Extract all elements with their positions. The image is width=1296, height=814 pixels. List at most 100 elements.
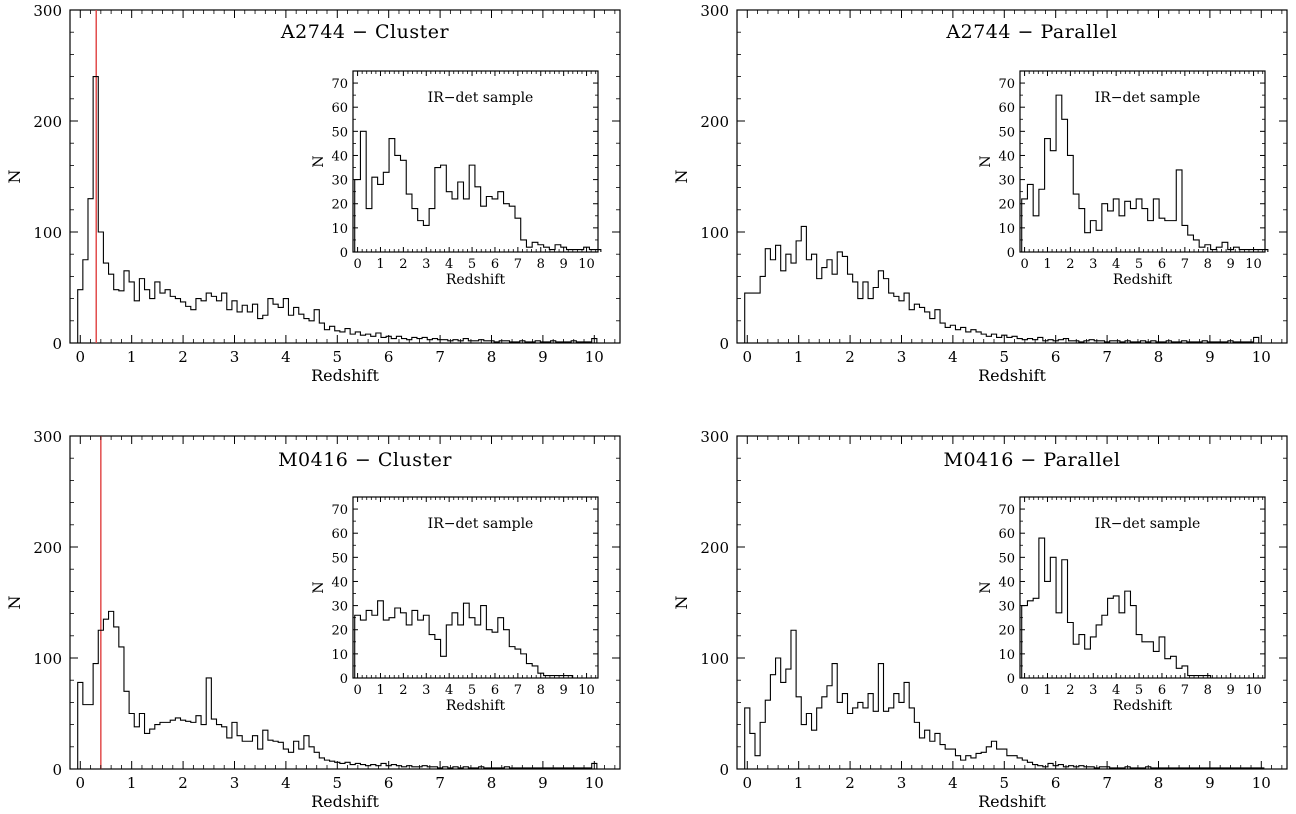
panel-1-inset-xtick-label: 1: [376, 257, 384, 272]
panel-2-bin: [858, 299, 863, 343]
panel-3-inset-title: IR−det sample: [428, 516, 534, 532]
panel-1-bin: [273, 304, 278, 343]
panel-4-ytick-label: 200: [700, 539, 729, 557]
panel-1-xtick-label: 6: [384, 348, 394, 366]
panel-1-inset-bin: [452, 199, 458, 252]
panel-2-inset-bin: [1234, 247, 1240, 252]
panel-2-ytick-label: 100: [700, 224, 729, 242]
panel-2-bin: [1007, 337, 1012, 343]
panel-3-inset-xtick-label: 8: [537, 683, 545, 698]
panel-1-bin: [474, 341, 479, 343]
panel-4-title: M0416 − Parallel: [944, 449, 1121, 471]
panel-3-inset-bin: [486, 630, 492, 678]
panel-1-xtick-label: 2: [178, 348, 188, 366]
panel-4-inset-xtick-label: 4: [1112, 683, 1120, 698]
panel-1-bin: [134, 301, 139, 343]
panel-1-bin: [453, 340, 458, 343]
panel-4-ytick-label: 100: [700, 650, 729, 668]
panel-3-inset-xtick-label: 2: [399, 683, 407, 698]
panel-2-bin: [1243, 342, 1248, 343]
panel-4-inset-bin: [1079, 635, 1085, 678]
panel-1-inset-xtick-label: 0: [353, 257, 361, 272]
panel-4-bin: [791, 630, 796, 769]
panel-4-bin: [796, 697, 801, 769]
panel-3-ytick-label: 200: [33, 539, 62, 557]
panel-4-inset-bin: [1045, 581, 1051, 678]
panel-2-inset-bin: [1148, 221, 1154, 252]
panel-3-inset-bin: [423, 615, 429, 678]
panel-4-bin: [1099, 767, 1104, 769]
panel-3-inset-ylabel: N: [311, 581, 327, 593]
panel-2-inset-bin: [1085, 233, 1091, 252]
panel-1-xtick-label: 10: [585, 348, 604, 366]
panel-2-inset-xtick-label: 6: [1158, 257, 1166, 272]
panel-2-bin: [842, 256, 847, 343]
panel-1-bin: [330, 326, 335, 343]
panel-2-bin: [955, 330, 960, 343]
panel-3-bin: [474, 768, 479, 769]
panel-4-inset-xlabel: Redshift: [1113, 698, 1173, 714]
panel-2-inset-bin: [1056, 95, 1062, 252]
panel-1-inset-bin: [395, 155, 401, 252]
panel-4-inset-xtick-label: 10: [1245, 683, 1262, 698]
panel-1-inset-panel: 0 1 2 3 4 5 6 7 8 9 10010203040506070RedshiftNIR−d…: [311, 70, 602, 288]
panel-4-bin: [863, 708, 868, 769]
panel-3-inset-bin: [435, 639, 441, 678]
panel-2-inset-ytick-label: 0: [1007, 246, 1015, 261]
panel-1-inset-bin: [383, 172, 389, 252]
panel-3-bin: [443, 767, 448, 769]
panel-1-inset-bin: [509, 206, 515, 252]
panel-3-bin: [114, 627, 119, 769]
panel-4-xtick-label: 8: [1154, 774, 1164, 792]
panel-2-bin: [894, 296, 899, 343]
panel-2-inset-bin: [1176, 170, 1182, 252]
panel-3-axes-frame: [69, 435, 621, 770]
panel-1-inset-bin: [521, 240, 527, 252]
panel-2-inset-bin: [1096, 230, 1102, 252]
panel-2-bin: [1202, 341, 1207, 343]
panel-3-xtick-label: 2: [178, 774, 188, 792]
panel-3-xtick-label: 3: [230, 774, 240, 792]
panel-1-inset-xtick-label: 5: [468, 257, 476, 272]
panel-4-bin: [1069, 766, 1074, 769]
panel-2-inset-bin: [1188, 235, 1194, 252]
panel-2-inset-xtick-label: 10: [1245, 257, 1262, 272]
panel-3-bin: [268, 740, 273, 769]
panel-4-xtick-label: 10: [1252, 774, 1271, 792]
panel-4-bin: [1089, 767, 1094, 769]
panel-3-inset-bin: [504, 630, 510, 678]
panel-3-inset-bin: [429, 635, 435, 678]
panel-1-bin: [299, 314, 304, 343]
panel-3-xtick-label: 7: [435, 774, 445, 792]
panel-1-bin: [247, 312, 252, 343]
panel-1-bin: [103, 263, 108, 343]
panel-1-bin: [309, 321, 314, 343]
panel-4-bin: [1171, 768, 1176, 769]
panel-2-inset-bin: [1102, 204, 1108, 252]
panel-4-bin: [1141, 768, 1146, 769]
panel-1-inset-bin: [435, 168, 441, 252]
panel-4-bin: [925, 730, 930, 769]
panel-1-bin: [350, 334, 355, 343]
panel-3-inset-ytick-label: 10: [331, 648, 348, 663]
panel-4-inset-bin: [1159, 637, 1165, 678]
panel-4-inset-bin: [1171, 656, 1177, 678]
panel-3-bin: [330, 761, 335, 769]
panel-1-bin: [268, 299, 273, 343]
panel-1-inset-ytick-label: 30: [331, 174, 348, 189]
panel-3-bin: [576, 768, 581, 769]
panel-2-xtick-label: 3: [897, 348, 907, 366]
panel-2-bin: [801, 226, 806, 343]
panel-3-inset-ytick-label: 50: [331, 551, 348, 566]
panel-1-inset-ytick-label: 0: [340, 246, 348, 261]
panel-1-inset-bin: [504, 204, 510, 252]
panel-4-bin: [997, 749, 1002, 769]
panel-4-bin: [1223, 768, 1228, 769]
panel-4-bin: [765, 700, 770, 769]
panel-2-bin: [873, 288, 878, 344]
panel-1-bin: [175, 299, 180, 343]
panel-3-inset-bin: [401, 613, 407, 678]
panel-2-bin: [1171, 342, 1176, 343]
panel-1-bin: [278, 307, 283, 343]
panel-4-bin: [1243, 768, 1248, 769]
